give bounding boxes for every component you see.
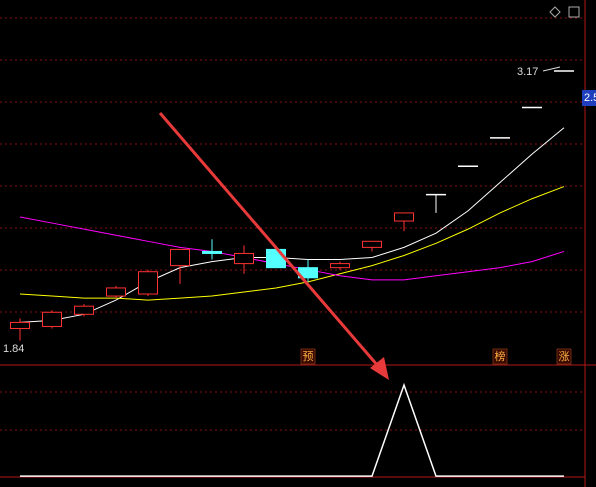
icon-box[interactable] xyxy=(568,6,580,18)
candle-body xyxy=(266,248,286,269)
price-tag-box xyxy=(582,90,596,106)
max-label-pointer xyxy=(542,66,561,72)
min-label: 1.84 xyxy=(3,343,24,355)
candle-body xyxy=(330,263,350,269)
signal-label: 榜 xyxy=(495,349,506,363)
moving-average-line xyxy=(19,127,565,323)
arrow-shaft xyxy=(158,112,380,367)
candle-body xyxy=(234,252,254,265)
indicator-line xyxy=(20,382,564,477)
candle-body xyxy=(42,311,62,327)
candle-body xyxy=(74,305,94,315)
candle-body xyxy=(106,287,126,297)
candle-body xyxy=(394,212,414,222)
price-tag: 2.5 xyxy=(584,92,596,104)
signal-box xyxy=(556,348,572,365)
max-label: 3.17 xyxy=(517,66,538,78)
moving-average-line xyxy=(19,186,565,301)
candle-body xyxy=(10,321,30,329)
signal-box xyxy=(492,348,508,365)
annotation-arrow xyxy=(158,112,389,380)
marks: 预榜涨 xyxy=(10,70,574,477)
signal-label: 预 xyxy=(303,350,314,363)
arrow-head xyxy=(370,357,389,380)
candle-body xyxy=(138,271,158,295)
signal-label: 涨 xyxy=(559,350,570,363)
window-icons xyxy=(549,6,580,18)
signal-box xyxy=(300,348,316,365)
icon-diamond[interactable] xyxy=(549,6,561,18)
candle-body xyxy=(170,248,190,267)
candle-body xyxy=(202,250,222,254)
candle-body xyxy=(362,240,382,248)
